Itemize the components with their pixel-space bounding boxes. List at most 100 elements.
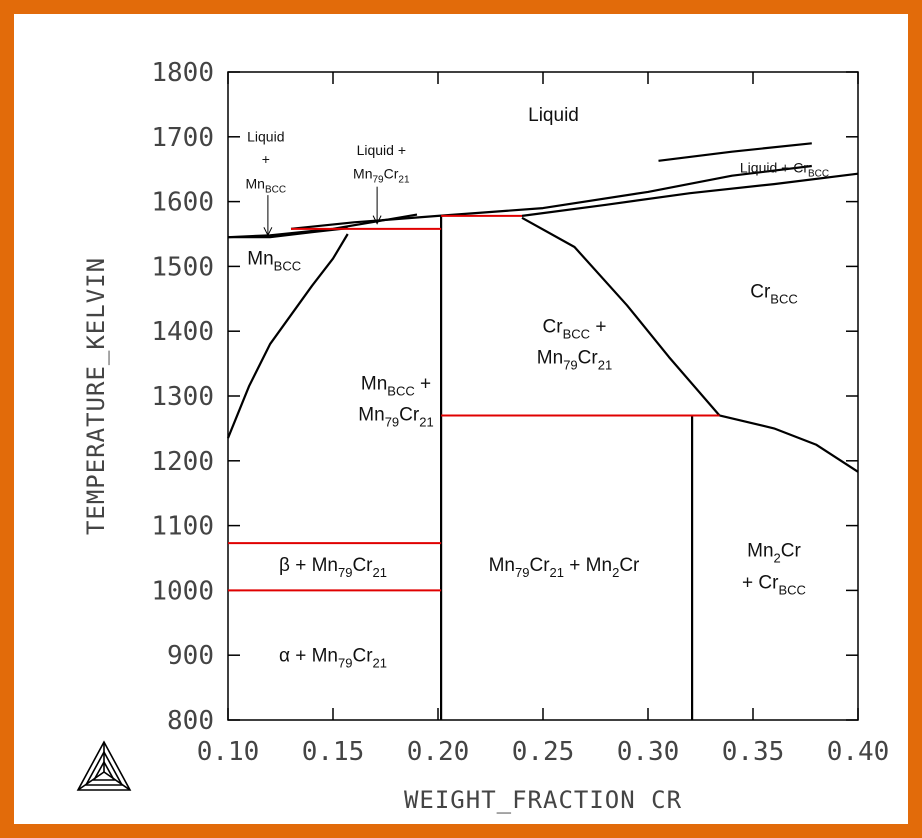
region-label-liquid-mn79cr21-2: Mn79Cr21 bbox=[353, 165, 410, 185]
y-tick-label: 1800 bbox=[151, 58, 214, 88]
label-run: Cr bbox=[352, 555, 373, 576]
label-run: BCC bbox=[808, 168, 829, 179]
label-run: BCC bbox=[265, 185, 286, 196]
label-run: Liquid + bbox=[357, 142, 406, 158]
x-tick-label: 0.10 bbox=[197, 737, 260, 767]
label-run: Mn bbox=[489, 555, 515, 576]
label-run: 79 bbox=[385, 415, 399, 430]
label-run: 79 bbox=[338, 656, 352, 671]
label-run: Mn bbox=[747, 541, 773, 562]
y-tick-label: 1700 bbox=[151, 123, 214, 153]
label-run: + bbox=[415, 374, 431, 395]
label-run: 79 bbox=[373, 174, 385, 185]
label-run: β + Mn bbox=[279, 555, 338, 576]
label-run: 2 bbox=[612, 565, 619, 580]
label-run: 21 bbox=[550, 565, 564, 580]
y-tick-label: 1100 bbox=[151, 512, 214, 542]
label-run: Mn bbox=[247, 248, 273, 269]
label-run: BCC bbox=[274, 258, 301, 273]
region-label-mn-bcc-mn79cr21-1: MnBCC + bbox=[361, 374, 431, 399]
x-tick-label: 0.40 bbox=[827, 737, 890, 767]
x-tick-labels: 0.10 0.15 0.20 0.25 0.30 0.35 0.40 bbox=[197, 737, 890, 767]
label-run: 21 bbox=[373, 565, 387, 580]
region-label-mn-bcc: MnBCC bbox=[247, 248, 301, 273]
label-run: Mn bbox=[358, 405, 384, 426]
label-run: Cr bbox=[399, 405, 420, 426]
phase-boundary bbox=[226, 233, 349, 439]
y-tick-label: 1300 bbox=[151, 382, 214, 412]
y-tick-label: 900 bbox=[167, 641, 214, 671]
phase-boundary bbox=[290, 164, 812, 230]
invariant-lines bbox=[228, 214, 720, 592]
label-run: Cr bbox=[578, 348, 599, 369]
region-label-beta-mn79cr21: β + Mn79Cr21 bbox=[279, 555, 387, 580]
label-arrows bbox=[263, 186, 382, 237]
label-run: Cr bbox=[750, 282, 771, 303]
region-label-cr-bcc-mn79cr21-1: CrBCC + bbox=[543, 316, 607, 341]
y-tick-label: 1400 bbox=[151, 317, 214, 347]
label-run: Liquid bbox=[247, 128, 284, 144]
label-run: 21 bbox=[373, 656, 387, 671]
region-label-liquid-cr-bcc: Liquid + CrBCC bbox=[740, 159, 829, 179]
x-tick-label: 0.25 bbox=[512, 737, 575, 767]
label-run: BCC bbox=[563, 326, 590, 341]
region-label-mn2cr-cr-bcc-2: + CrBCC bbox=[742, 572, 806, 597]
label-run: + bbox=[262, 151, 270, 167]
label-run: Cr bbox=[619, 555, 640, 576]
y-tick-label: 1500 bbox=[151, 252, 214, 282]
thermo-calc-logo-icon bbox=[76, 740, 132, 791]
label-run: Mn bbox=[353, 165, 372, 181]
phase-boundaries bbox=[226, 142, 859, 720]
label-run: 79 bbox=[563, 358, 577, 373]
label-run: 21 bbox=[398, 174, 410, 185]
label-run: 79 bbox=[515, 565, 529, 580]
label-run: 21 bbox=[419, 415, 433, 430]
label-run: Mn bbox=[537, 348, 563, 369]
region-label-mn-bcc-mn79cr21-2: Mn79Cr21 bbox=[358, 405, 433, 430]
label-run: BCC bbox=[387, 384, 414, 399]
y-axis-label: TEMPERATURE_KELVIN bbox=[82, 257, 110, 535]
label-run: Cr bbox=[529, 555, 550, 576]
region-label-cr-bcc-mn79cr21-2: Mn79Cr21 bbox=[537, 348, 612, 373]
label-run: Liquid bbox=[528, 105, 579, 126]
region-label-liquid-mn-bcc-2: + bbox=[262, 151, 270, 167]
label-run: Cr bbox=[781, 541, 802, 562]
ticks bbox=[227, 71, 859, 721]
y-tick-labels: 800 900 1000 1100 1200 1300 1400 1500 1600 1700 18… bbox=[151, 58, 214, 736]
region-label-alpha-mn79cr21: α + Mn79Cr21 bbox=[279, 646, 387, 671]
label-run: + Mn bbox=[564, 555, 612, 576]
label-run: Mn bbox=[361, 374, 387, 395]
label-run: 21 bbox=[598, 358, 612, 373]
label-run: + Cr bbox=[742, 572, 779, 593]
y-tick-label: 1200 bbox=[151, 447, 214, 477]
region-label-liquid-mn-bcc-1: Liquid bbox=[247, 128, 284, 144]
y-tick-label: 1600 bbox=[151, 188, 214, 218]
label-run: BCC bbox=[778, 582, 805, 597]
label-run: Liquid + Cr bbox=[740, 159, 808, 175]
region-label-liquid: Liquid bbox=[528, 105, 579, 126]
label-arrow bbox=[372, 186, 382, 225]
x-axis-label: WEIGHT_FRACTION CR bbox=[404, 786, 682, 814]
phase-boundary bbox=[521, 216, 721, 417]
label-run: + bbox=[590, 316, 606, 337]
label-run: α + Mn bbox=[279, 646, 338, 667]
label-run: Mn bbox=[246, 176, 265, 192]
label-run: 79 bbox=[338, 565, 352, 580]
region-label-mn79cr21-mn2cr: Mn79Cr21 + Mn2Cr bbox=[489, 555, 640, 580]
label-run: Cr bbox=[352, 646, 373, 667]
x-tick-label: 0.15 bbox=[302, 737, 365, 767]
region-label-liquid-mn-bcc-3: MnBCC bbox=[246, 176, 287, 196]
x-tick-label: 0.20 bbox=[407, 737, 470, 767]
region-label-cr-bcc: CrBCC bbox=[750, 282, 798, 307]
label-run: 2 bbox=[774, 551, 781, 566]
x-tick-label: 0.30 bbox=[617, 737, 680, 767]
region-label-mn2cr-cr-bcc-1: Mn2Cr bbox=[747, 541, 801, 566]
label-run: BCC bbox=[770, 292, 797, 307]
label-run: Cr bbox=[543, 316, 564, 337]
phase-boundary bbox=[719, 414, 859, 473]
plot-area bbox=[227, 71, 859, 721]
phase-boundary bbox=[521, 172, 859, 217]
y-tick-label: 800 bbox=[167, 706, 214, 736]
